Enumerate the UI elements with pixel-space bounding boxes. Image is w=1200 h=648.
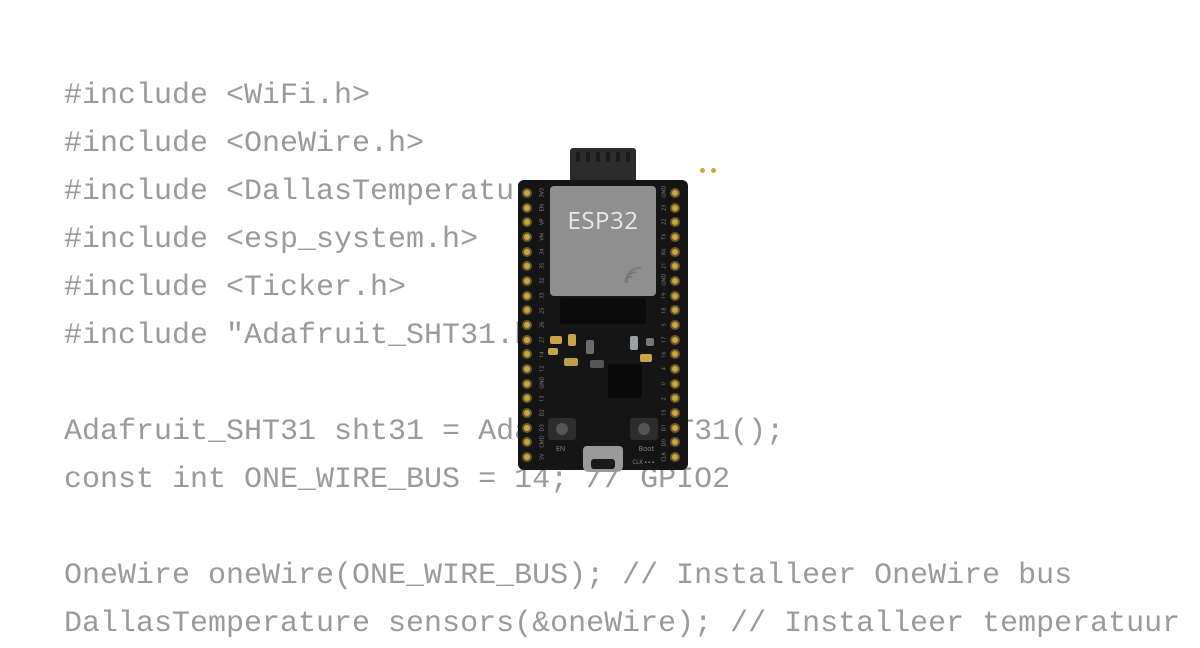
pin-labels-right: GND2322TXRX21GND19185171640215D1D0CLK (659, 190, 669, 460)
en-button-label: EN (556, 445, 565, 454)
pin-header-right (670, 188, 684, 462)
espressif-logo-icon (622, 264, 644, 286)
pin-header-left (522, 188, 536, 462)
boot-button (630, 418, 658, 440)
module-label: ESP32 (550, 204, 656, 237)
pcb: 3V3ENVPVN343532332526271412GND13D2D3CMD5… (518, 180, 688, 470)
antenna-pads (700, 168, 716, 173)
usb-serial-chip (608, 364, 642, 398)
pin-labels-left: 3V3ENVPVN343532332526271412GND13D2D3CMD5… (537, 190, 547, 460)
rf-shield: ESP32 (550, 186, 656, 296)
antenna (570, 148, 636, 184)
sub-chip (560, 298, 646, 324)
boot-button-label: Boot (639, 445, 654, 454)
smd-components (546, 330, 660, 384)
esp32-board-diagram: 3V3ENVPVN343532332526271412GND13D2D3CMD5… (518, 148, 688, 470)
en-button (548, 418, 576, 440)
clk-silkscreen: CLK ▪ ▪ ▪ (632, 458, 654, 466)
micro-usb-port (583, 446, 623, 472)
